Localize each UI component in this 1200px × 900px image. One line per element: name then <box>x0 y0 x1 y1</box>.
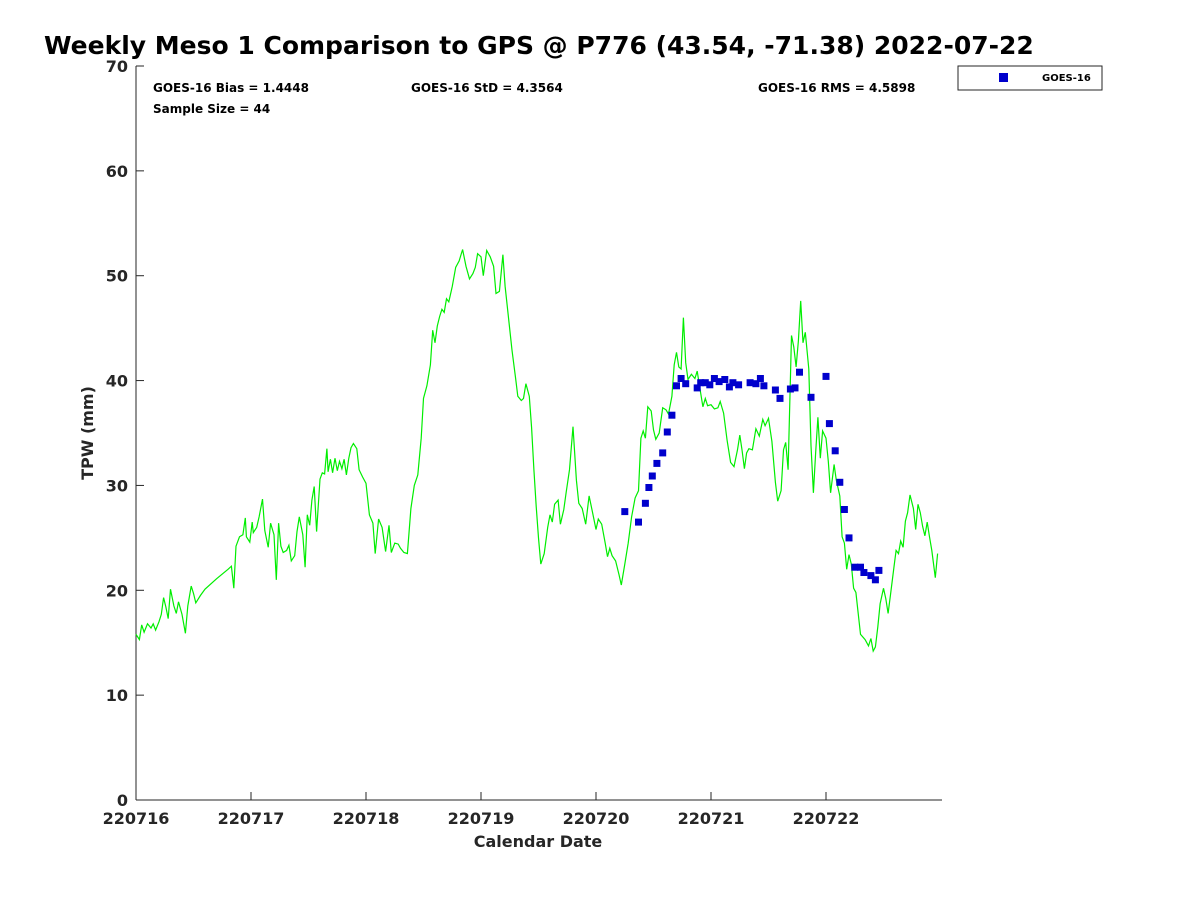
y-tick-label: 30 <box>106 476 128 495</box>
legend-box <box>957 65 1103 91</box>
goes16-point <box>659 449 667 457</box>
goes16-point <box>786 385 794 393</box>
goes16-point <box>677 375 685 382</box>
goes16-point <box>756 375 764 382</box>
legend: GOES-16 <box>957 65 1103 91</box>
y-tick-label: 20 <box>106 581 128 600</box>
goes16-point <box>836 478 844 486</box>
y-tick-label: 50 <box>106 267 128 286</box>
y-tick-label: 0 <box>117 791 128 810</box>
goes16-point <box>735 381 743 389</box>
chart-title: Weekly Meso 1 Comparison to GPS @ P776 (… <box>44 31 1034 60</box>
goes16-point <box>840 506 848 513</box>
goes16-point <box>845 534 853 542</box>
goes16-point <box>706 381 714 389</box>
x-tick-label: 220720 <box>563 809 630 828</box>
x-tick-label: 220722 <box>793 809 860 828</box>
x-tick-label: 220721 <box>678 809 745 828</box>
goes16-point <box>752 380 760 388</box>
legend-marker-goes16 <box>999 73 1008 82</box>
goes16-point <box>621 508 629 516</box>
y-tick-label: 40 <box>106 372 128 391</box>
goes16-point <box>641 499 649 507</box>
x-tick-label: 220718 <box>333 809 400 828</box>
goes16-point <box>776 394 784 402</box>
goes16-point <box>851 563 859 571</box>
y-tick-label: 60 <box>106 162 128 181</box>
y-axis-label: TPW (mm) <box>78 386 97 480</box>
goes16-point <box>697 379 705 387</box>
goes16-point <box>831 447 839 455</box>
goes16-point <box>771 386 779 394</box>
goes16-point <box>857 563 864 571</box>
goes16-series <box>621 368 883 584</box>
goes16-point <box>825 420 833 428</box>
goes16-point <box>648 472 656 480</box>
x-tick-label: 220717 <box>218 809 285 828</box>
std-stat: GOES-16 StD = 4.3564 <box>411 81 563 95</box>
x-axis-ticks: 220716 220717 220718 220719 220720 220721 2207… <box>103 792 860 828</box>
goes16-point <box>701 379 709 387</box>
goes16-point <box>710 375 718 382</box>
goes16-point <box>715 378 723 386</box>
goes16-point <box>653 459 661 467</box>
x-tick-label: 220719 <box>448 809 515 828</box>
y-tick-label: 70 <box>106 57 128 76</box>
y-tick-label: 10 <box>106 686 128 705</box>
goes16-point <box>721 376 729 383</box>
goes16-point <box>645 484 653 491</box>
y-axis-ticks: 0 10 20 30 40 50 60 70 <box>106 57 144 810</box>
goes16-point <box>673 382 680 390</box>
gps-series-line <box>135 248 939 653</box>
goes16-point <box>693 384 701 392</box>
goes16-point <box>725 383 733 391</box>
goes16-point <box>760 382 768 390</box>
stats-box: GOES-16 Bias = 1.4448 GOES-16 StD = 4.35… <box>153 81 915 116</box>
x-tick-label: 220716 <box>103 809 170 828</box>
goes16-point <box>668 411 676 419</box>
goes16-point <box>682 380 690 388</box>
goes16-point <box>746 379 754 387</box>
goes16-point <box>871 576 879 584</box>
sample-size-stat: Sample Size = 44 <box>153 102 270 116</box>
goes16-point <box>822 372 830 380</box>
goes16-point <box>729 379 737 387</box>
legend-label-goes16: GOES-16 <box>1042 73 1091 84</box>
rms-stat: GOES-16 RMS = 4.5898 <box>758 81 915 95</box>
goes16-point <box>867 572 875 580</box>
goes16-point <box>663 428 671 436</box>
goes16-point <box>807 393 815 401</box>
goes16-point <box>860 569 868 576</box>
goes16-point <box>635 518 642 526</box>
bias-stat: GOES-16 Bias = 1.4448 <box>153 81 309 95</box>
goes16-point <box>796 368 803 376</box>
x-axis-label: Calendar Date <box>474 832 603 851</box>
goes16-point <box>875 566 883 574</box>
goes16-point <box>791 384 799 392</box>
